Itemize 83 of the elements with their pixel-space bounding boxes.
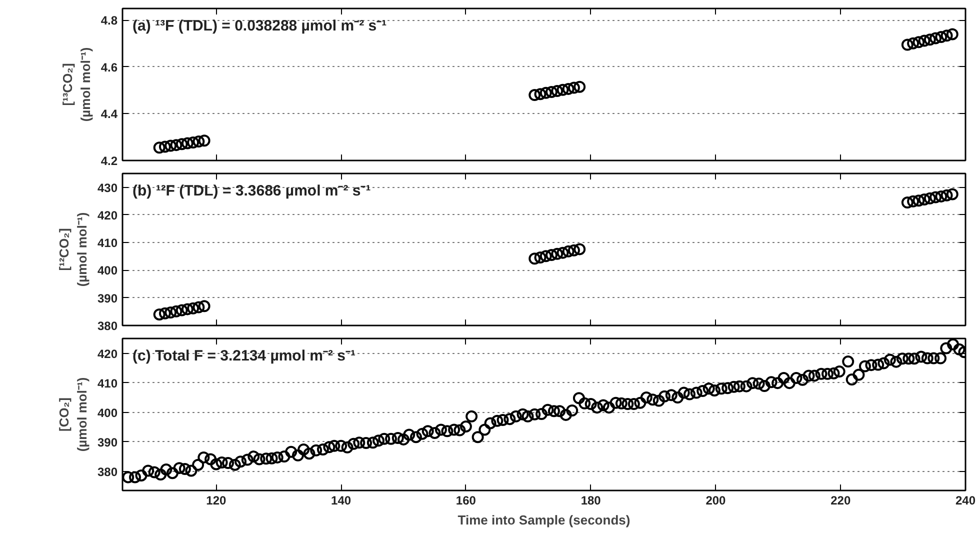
y-tick-label: 4.6 bbox=[100, 60, 118, 74]
x-tick-label: 140 bbox=[331, 494, 352, 508]
point bbox=[181, 137, 194, 150]
point bbox=[924, 34, 936, 46]
y-tick-label: 420 bbox=[97, 208, 118, 222]
point bbox=[912, 36, 925, 48]
point bbox=[551, 85, 564, 98]
point bbox=[528, 89, 541, 102]
y-tick-label: 400 bbox=[97, 406, 118, 420]
point bbox=[164, 140, 177, 152]
point bbox=[198, 300, 210, 312]
point bbox=[907, 195, 920, 208]
x-tick-label: 200 bbox=[706, 494, 726, 508]
point bbox=[574, 80, 586, 93]
y-axis-title: [¹²CO₂] (µmol mol⁻¹) bbox=[56, 212, 90, 287]
point bbox=[935, 190, 948, 202]
y-tick-label: 390 bbox=[97, 291, 118, 306]
y-tick-label: 4.8 bbox=[100, 14, 118, 28]
y-tick-label: 410 bbox=[97, 236, 118, 250]
y-tick-label: 430 bbox=[97, 180, 118, 195]
point bbox=[924, 192, 936, 204]
x-tick-label: 180 bbox=[580, 494, 602, 508]
point bbox=[935, 31, 948, 44]
x-tick-label: 120 bbox=[206, 494, 227, 508]
y-tick-label: 380 bbox=[97, 319, 118, 333]
annotation: (a) ¹³F (TDL) = 0.038288 µmol m⁻² s⁻¹ bbox=[132, 18, 387, 34]
point bbox=[192, 301, 205, 314]
point bbox=[192, 136, 205, 148]
point bbox=[176, 304, 188, 316]
point bbox=[930, 32, 942, 44]
y-tick-label: 4.2 bbox=[100, 154, 118, 168]
x-tick-label: 160 bbox=[456, 494, 476, 508]
x-tick-label: 240 bbox=[955, 494, 976, 508]
point bbox=[551, 248, 564, 260]
x-tick-label: 220 bbox=[830, 494, 851, 508]
point bbox=[940, 189, 953, 202]
point bbox=[556, 246, 569, 259]
y-tick-label: 400 bbox=[97, 264, 118, 278]
annotation: (b) ¹²F (TDL) = 3.3686 µmol m⁻² s⁻¹ bbox=[132, 182, 371, 200]
point bbox=[158, 140, 171, 153]
point bbox=[940, 30, 953, 42]
x-axis-title: Time into Sample (seconds) bbox=[458, 512, 630, 528]
point bbox=[176, 138, 188, 150]
point bbox=[187, 136, 200, 148]
y-axis-title: [CO₂] (µmol mol⁻¹) bbox=[56, 377, 90, 452]
point bbox=[198, 134, 210, 147]
point bbox=[568, 244, 580, 256]
point bbox=[534, 88, 546, 100]
point bbox=[918, 193, 930, 206]
y-tick-label: 390 bbox=[97, 435, 118, 450]
point bbox=[946, 188, 958, 200]
point bbox=[562, 82, 574, 95]
point bbox=[540, 86, 552, 99]
y-axis-title: [¹³CO₂] (µmol mol⁻¹) bbox=[60, 47, 93, 122]
point bbox=[164, 306, 177, 318]
point bbox=[153, 142, 166, 154]
point bbox=[170, 139, 182, 152]
point bbox=[568, 82, 580, 94]
point bbox=[540, 250, 552, 262]
point bbox=[153, 308, 166, 320]
y-tick-label: 380 bbox=[97, 464, 118, 479]
point bbox=[528, 252, 541, 265]
point bbox=[545, 86, 558, 98]
point bbox=[187, 302, 200, 314]
point bbox=[946, 28, 958, 40]
point bbox=[534, 252, 546, 264]
point bbox=[181, 303, 194, 316]
annotation: (c) Total F = 3.2134 µmol m⁻² s⁻¹ bbox=[132, 348, 356, 364]
point bbox=[562, 245, 574, 258]
point bbox=[930, 191, 942, 204]
point bbox=[901, 196, 914, 209]
point bbox=[912, 194, 925, 207]
point bbox=[574, 243, 586, 256]
point bbox=[170, 305, 182, 318]
point bbox=[901, 38, 914, 51]
y-tick-label: 410 bbox=[97, 376, 118, 390]
y-tick-label: 4.4 bbox=[100, 107, 118, 122]
point bbox=[556, 84, 569, 96]
y-tick-label: 420 bbox=[97, 346, 118, 361]
point bbox=[545, 249, 558, 262]
point bbox=[918, 34, 930, 47]
point bbox=[158, 307, 171, 320]
point bbox=[907, 37, 920, 50]
